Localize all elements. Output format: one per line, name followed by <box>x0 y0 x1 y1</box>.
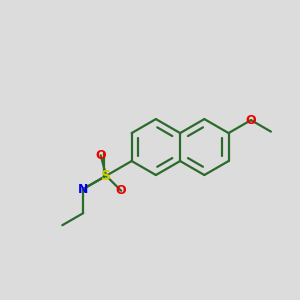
Text: O: O <box>95 149 106 162</box>
Text: O: O <box>246 114 256 127</box>
Text: S: S <box>101 169 111 183</box>
Text: N: N <box>78 182 88 196</box>
Text: O: O <box>116 184 127 197</box>
